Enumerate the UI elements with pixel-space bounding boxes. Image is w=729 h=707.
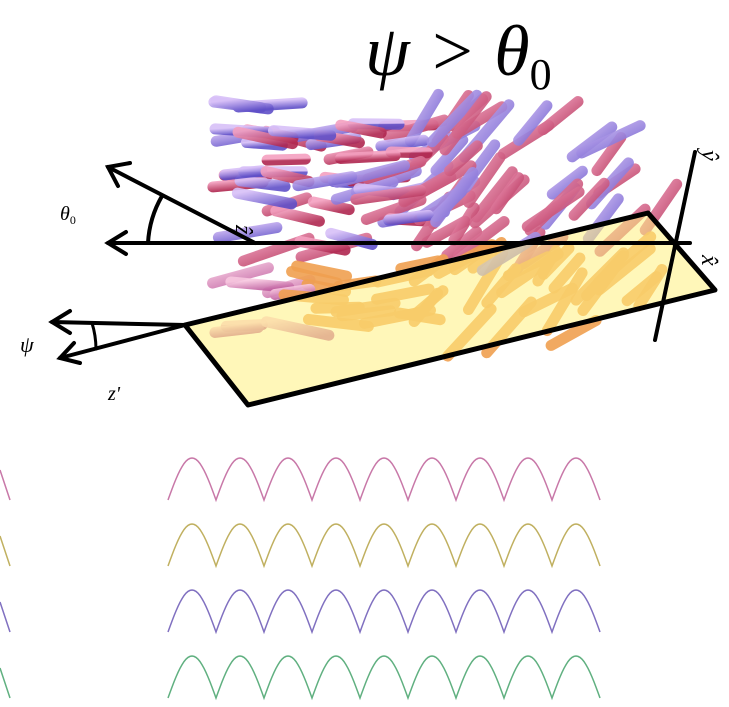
wave-fragment (0, 536, 10, 566)
label-z-hat: ẑ (230, 224, 256, 235)
label-text: θ (60, 203, 70, 225)
diagram: ψ > θ0 θ0 ẑ ŷ x̂ ψ z' (0, 0, 729, 707)
angle-arc (148, 196, 162, 243)
rod (381, 140, 424, 146)
rod (214, 102, 268, 109)
rod (225, 171, 262, 175)
title: ψ > θ0 (365, 11, 552, 99)
rod (240, 181, 285, 187)
wave (168, 458, 600, 500)
rod (273, 131, 330, 136)
title-subscript: 0 (530, 50, 552, 99)
rod (231, 282, 289, 287)
rod (341, 125, 382, 133)
label-subscript: 0 (70, 213, 76, 227)
rod (389, 215, 429, 220)
label-z-prime: z' (107, 383, 121, 405)
wave (168, 590, 600, 632)
wave (168, 656, 600, 698)
label-y-hat: ŷ (696, 148, 722, 161)
label-theta0: θ0 (60, 203, 76, 227)
label-psi: ψ (20, 332, 34, 357)
rod (340, 156, 395, 159)
rod (237, 193, 291, 204)
wave (168, 524, 600, 566)
rod (313, 202, 349, 210)
wave-fragment (0, 470, 10, 500)
wave-fragment (0, 602, 10, 632)
label-x-hat: x̂ (696, 254, 722, 266)
arrow (52, 322, 185, 325)
wave-fragment (0, 668, 10, 698)
title-text: ψ > θ (365, 11, 530, 91)
arrow (60, 325, 185, 358)
rod (276, 211, 320, 221)
waveforms (0, 458, 600, 698)
angle-arc (92, 323, 96, 349)
rod (267, 159, 305, 160)
